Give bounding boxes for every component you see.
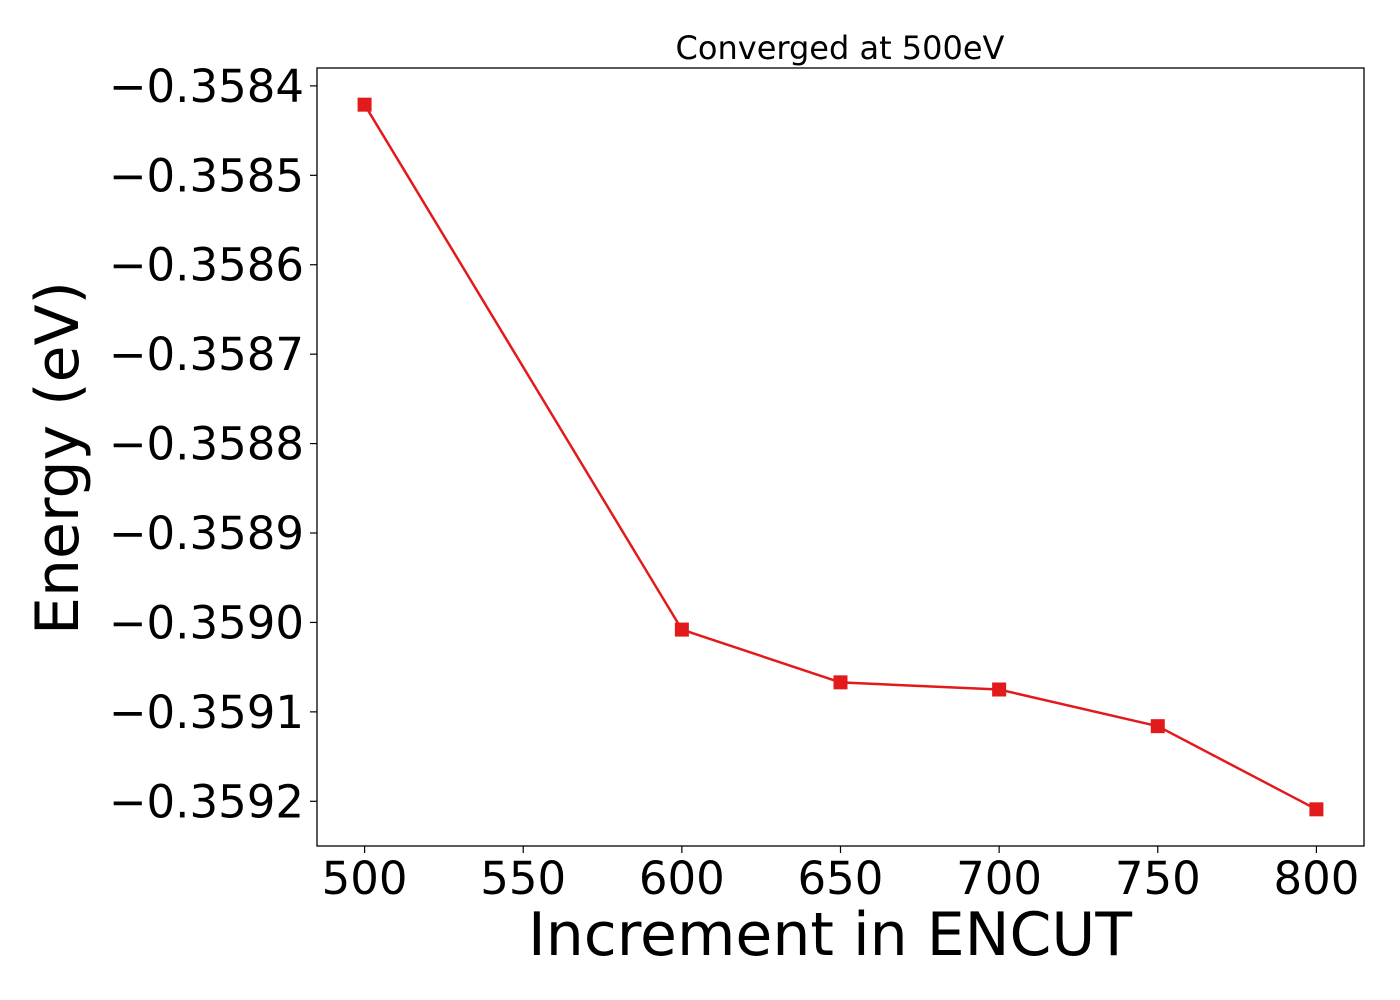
y-tick-label: −0.3586 (109, 239, 304, 292)
y-tick-label: −0.3587 (109, 328, 304, 381)
y-tick-label: −0.3589 (109, 507, 304, 560)
y-tick-label: −0.3588 (109, 418, 304, 471)
data-point-marker (833, 675, 848, 690)
y-tick-label: −0.3585 (109, 149, 304, 202)
y-axis-ticks: −0.3584 −0.3585 −0.3586 −0.3587 −0.3588 −0.35… (109, 60, 317, 828)
plot-frame (316, 67, 1365, 847)
data-point-marker (1150, 719, 1165, 734)
chart-title: Converged at 500eV (676, 29, 1005, 67)
data-point-marker (674, 622, 689, 637)
data-point-marker (1309, 802, 1324, 817)
y-axis-label: Energy (eV) (23, 281, 93, 635)
x-tick-label: 750 (1115, 852, 1201, 905)
data-point-marker (357, 97, 372, 112)
x-tick-label: 800 (1273, 852, 1359, 905)
data-point-marker (992, 682, 1007, 697)
series-layer (357, 97, 1324, 817)
x-tick-label: 650 (798, 852, 884, 905)
x-tick-label: 700 (956, 852, 1042, 905)
y-tick-label: −0.3590 (109, 596, 304, 649)
series-line (363, 104, 1317, 811)
x-tick-label: 600 (639, 852, 725, 905)
y-tick-label: −0.3591 (109, 686, 304, 739)
x-axis-label: Increment in ENCUT (528, 900, 1132, 970)
x-tick-label: 500 (322, 852, 408, 905)
x-tick-label: 550 (480, 852, 566, 905)
x-axis-ticks: 500 550 600 650 700 750 800 (322, 846, 1359, 905)
y-tick-label: −0.3584 (109, 60, 304, 113)
y-tick-label: −0.3592 (109, 775, 304, 828)
